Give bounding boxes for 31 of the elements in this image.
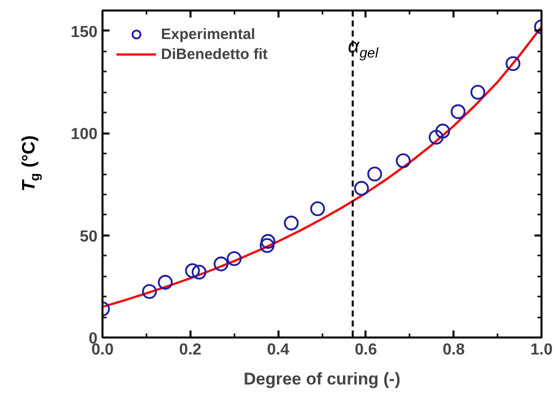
- y-tick-label: 100: [70, 126, 98, 144]
- point: [260, 234, 276, 249]
- point: [192, 264, 206, 280]
- x-tick-label: 0.4: [266, 342, 290, 358]
- point: [450, 104, 466, 120]
- legend-label: Experimental: [161, 26, 256, 42]
- point: [260, 238, 275, 253]
- point: [396, 153, 411, 168]
- x-tick-label: 0.2: [179, 342, 202, 358]
- point: [185, 263, 200, 278]
- y-axis-title: Tg (°C): [18, 135, 42, 192]
- legend-label: DiBenedetto fit: [161, 46, 268, 62]
- point: [284, 216, 299, 230]
- point: [367, 166, 382, 182]
- y-tick-label: 50: [80, 228, 98, 246]
- x-tick-label: 1.0: [530, 342, 553, 358]
- point: [214, 256, 228, 272]
- point: [428, 130, 444, 145]
- line-series: [102, 26, 542, 308]
- point: [435, 124, 450, 138]
- x-tick-label: 0.6: [354, 342, 378, 358]
- x-axis-title: Degree of curing (-): [244, 370, 400, 388]
- x-tick-label: 0.8: [442, 342, 465, 358]
- point: [158, 274, 173, 290]
- point: [506, 56, 520, 72]
- point: [354, 180, 369, 196]
- point: [142, 284, 157, 299]
- point: [226, 251, 242, 266]
- point: [310, 201, 326, 216]
- y-tick-label: 150: [70, 24, 98, 41]
- point: [470, 84, 486, 100]
